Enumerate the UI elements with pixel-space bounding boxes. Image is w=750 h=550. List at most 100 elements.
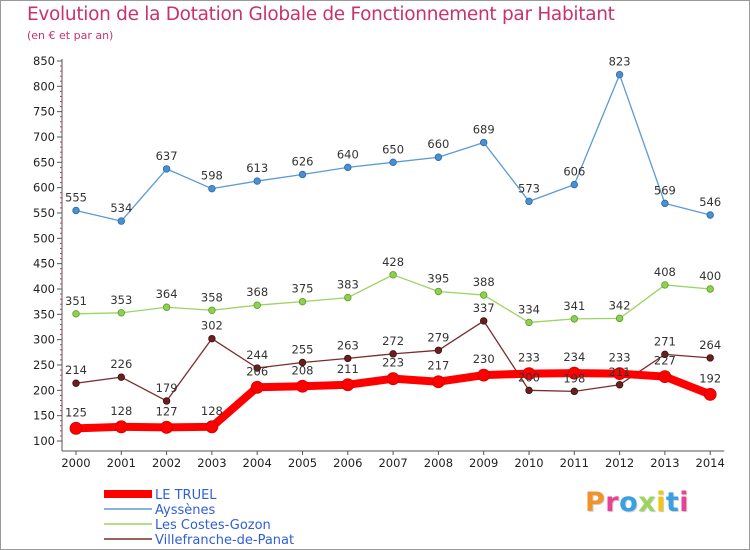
data-point-villefranche bbox=[389, 350, 397, 358]
data-point-villefranche bbox=[344, 354, 352, 363]
x-tick-label: 2011 bbox=[560, 456, 589, 470]
data-point-truel bbox=[114, 420, 128, 434]
data-label-costes: 351 bbox=[65, 294, 87, 308]
data-point-villefranche bbox=[253, 364, 261, 372]
data-point-truel bbox=[296, 379, 309, 393]
y-tick-label: 250 bbox=[33, 358, 55, 372]
x-tick-label: 2001 bbox=[107, 456, 136, 470]
data-point-ayssenes bbox=[344, 163, 352, 172]
data-label-costes: 334 bbox=[518, 302, 540, 316]
y-tick-label: 600 bbox=[33, 181, 55, 195]
data-point-villefranche bbox=[298, 358, 307, 367]
data-point-villefranche bbox=[117, 373, 125, 381]
data-point-costes bbox=[162, 303, 171, 311]
y-tick-label: 350 bbox=[33, 307, 55, 321]
data-label-costes: 400 bbox=[699, 269, 721, 283]
data-label-villefranche: 211 bbox=[609, 365, 631, 379]
data-label-costes: 353 bbox=[110, 293, 132, 307]
data-label-ayssenes: 569 bbox=[654, 183, 676, 197]
data-point-truel bbox=[69, 421, 83, 435]
data-point-truel bbox=[477, 368, 491, 382]
data-label-truel: 211 bbox=[337, 362, 359, 376]
y-tick-label: 800 bbox=[33, 79, 55, 93]
data-point-ayssenes bbox=[117, 217, 125, 225]
data-point-truel bbox=[341, 378, 355, 392]
data-label-costes: 364 bbox=[156, 287, 178, 301]
data-point-villefranche bbox=[162, 397, 171, 405]
data-point-villefranche bbox=[661, 350, 669, 359]
y-tick-label: 150 bbox=[33, 409, 55, 423]
data-point-truel bbox=[431, 375, 445, 389]
data-point-ayssenes bbox=[389, 158, 397, 167]
data-point-villefranche bbox=[208, 334, 216, 343]
data-label-villefranche: 263 bbox=[337, 338, 359, 352]
y-tick-label: 550 bbox=[33, 206, 55, 220]
data-label-villefranche: 200 bbox=[518, 370, 540, 384]
data-point-ayssenes bbox=[615, 70, 624, 79]
data-label-villefranche: 255 bbox=[292, 342, 314, 356]
x-tick-label: 2005 bbox=[288, 456, 317, 470]
data-label-costes: 388 bbox=[473, 275, 495, 289]
data-point-costes bbox=[298, 297, 307, 306]
data-point-ayssenes bbox=[208, 184, 216, 193]
data-point-costes bbox=[344, 293, 352, 302]
data-point-villefranche bbox=[72, 379, 80, 387]
data-label-costes: 358 bbox=[201, 290, 223, 304]
x-tick-label: 2010 bbox=[514, 456, 543, 470]
x-tick-label: 2012 bbox=[605, 456, 634, 470]
x-tick-label: 2007 bbox=[378, 456, 407, 470]
data-label-ayssenes: 606 bbox=[563, 165, 585, 179]
data-point-costes bbox=[615, 314, 624, 323]
data-label-costes: 383 bbox=[337, 278, 359, 292]
data-labels: 555 534 637 598 613 626 640 650 660 689 573 606 823 5… bbox=[65, 55, 721, 420]
data-label-ayssenes: 660 bbox=[427, 137, 449, 151]
data-point-costes bbox=[661, 281, 669, 289]
data-label-truel: 128 bbox=[110, 404, 132, 418]
data-point-truel bbox=[613, 367, 626, 381]
data-label-truel: 230 bbox=[473, 352, 495, 366]
data-point-costes bbox=[389, 271, 397, 279]
data-label-costes: 395 bbox=[427, 272, 449, 286]
x-tick-label: 2014 bbox=[696, 456, 725, 470]
data-label-ayssenes: 626 bbox=[292, 154, 314, 168]
data-label-truel: 208 bbox=[292, 363, 314, 377]
data-label-ayssenes: 637 bbox=[156, 149, 178, 163]
x-tick-label: 2003 bbox=[197, 456, 226, 470]
data-point-villefranche bbox=[525, 386, 533, 395]
data-label-truel: 125 bbox=[65, 405, 87, 419]
data-label-villefranche: 271 bbox=[654, 334, 676, 348]
data-label-ayssenes: 573 bbox=[518, 181, 540, 195]
data-label-ayssenes: 823 bbox=[609, 55, 631, 69]
data-point-costes bbox=[72, 310, 80, 318]
data-label-villefranche: 198 bbox=[563, 371, 585, 385]
data-label-villefranche: 264 bbox=[699, 338, 721, 352]
data-point-costes bbox=[706, 285, 714, 293]
data-label-ayssenes: 650 bbox=[382, 142, 404, 156]
data-label-costes: 408 bbox=[654, 265, 676, 279]
data-label-villefranche: 272 bbox=[382, 334, 404, 348]
chart-title: Evolution de la Dotation Globale de Fonc… bbox=[27, 4, 615, 25]
data-label-villefranche: 244 bbox=[246, 348, 268, 362]
data-label-villefranche: 179 bbox=[156, 381, 178, 395]
data-point-ayssenes bbox=[661, 199, 669, 208]
data-label-villefranche: 226 bbox=[110, 357, 132, 371]
data-label-truel: 206 bbox=[246, 364, 268, 378]
axes: 100 150 200 250 300 350 400 450 500 550 600 650 700 7… bbox=[33, 54, 725, 470]
data-label-truel: 233 bbox=[609, 351, 631, 365]
data-label-costes: 375 bbox=[292, 282, 314, 296]
y-tick-label: 850 bbox=[33, 54, 55, 68]
x-tick-label: 2008 bbox=[424, 456, 453, 470]
data-label-truel: 127 bbox=[156, 404, 178, 418]
data-point-ayssenes bbox=[706, 211, 714, 219]
data-label-ayssenes: 640 bbox=[337, 147, 359, 161]
data-label-villefranche: 302 bbox=[201, 319, 223, 333]
data-point-truel bbox=[250, 380, 264, 394]
legend-label-costes: Les Costes-Gozon bbox=[155, 518, 271, 533]
x-tick-label: 2000 bbox=[61, 456, 90, 470]
data-label-ayssenes: 598 bbox=[201, 169, 223, 183]
data-point-costes bbox=[480, 291, 488, 299]
legend-label-ayssenes: Ayssènes bbox=[155, 503, 215, 518]
data-point-ayssenes bbox=[570, 180, 578, 189]
data-point-ayssenes bbox=[72, 206, 80, 215]
y-tick-label: 400 bbox=[33, 282, 55, 296]
